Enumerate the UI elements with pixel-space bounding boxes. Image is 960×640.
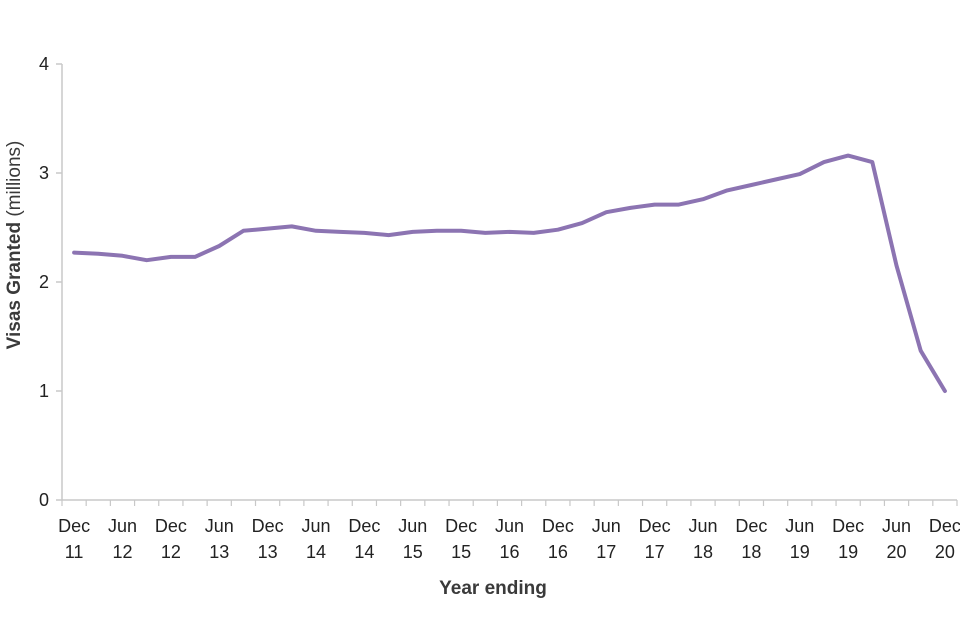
x-tick-label: Jun 19 (785, 516, 814, 562)
x-axis: Dec 11 Jun 12 Dec 12 Jun 13 Dec 13 Jun 14 Dec 14 Jun 15… (58, 499, 960, 562)
x-tick-label: Dec 19 (832, 516, 864, 562)
x-tick-label: Dec 18 (735, 516, 767, 562)
x-tick-label: Dec 16 (542, 516, 574, 562)
y-tick-label: 3 (39, 163, 49, 183)
y-tick-label: 4 (39, 54, 49, 74)
x-tick-label: Jun 18 (688, 516, 717, 562)
x-tick-label: Dec 15 (445, 516, 477, 562)
x-tick-label: Jun 17 (592, 516, 621, 562)
x-tick-label: Jun 14 (301, 516, 330, 562)
x-tick-label: Jun 16 (495, 516, 524, 562)
series-line (72, 153, 947, 393)
y-axis-title: Visas Granted (millions) (4, 141, 25, 350)
x-tick-label: Jun 12 (108, 516, 137, 562)
y-tick-label: 2 (39, 272, 49, 292)
x-tick-label: Dec 20 (929, 516, 960, 562)
x-tick-label: Jun 13 (205, 516, 234, 562)
x-axis-title: Year ending (439, 578, 547, 599)
x-tick-label: Dec 17 (639, 516, 671, 562)
y-tick-label: 0 (39, 490, 49, 510)
x-tick-label: Dec 13 (252, 516, 284, 562)
series-layer (72, 153, 947, 393)
x-tick-label: Dec 14 (348, 516, 380, 562)
x-tick-label: Jun 20 (882, 516, 911, 562)
x-tick-label: Dec 12 (155, 516, 187, 562)
x-tick-label: Jun 15 (398, 516, 427, 562)
y-axis: 0 1 2 3 4 (39, 54, 63, 510)
x-tick-label: Dec 11 (58, 516, 90, 562)
y-tick-label: 1 (39, 381, 49, 401)
